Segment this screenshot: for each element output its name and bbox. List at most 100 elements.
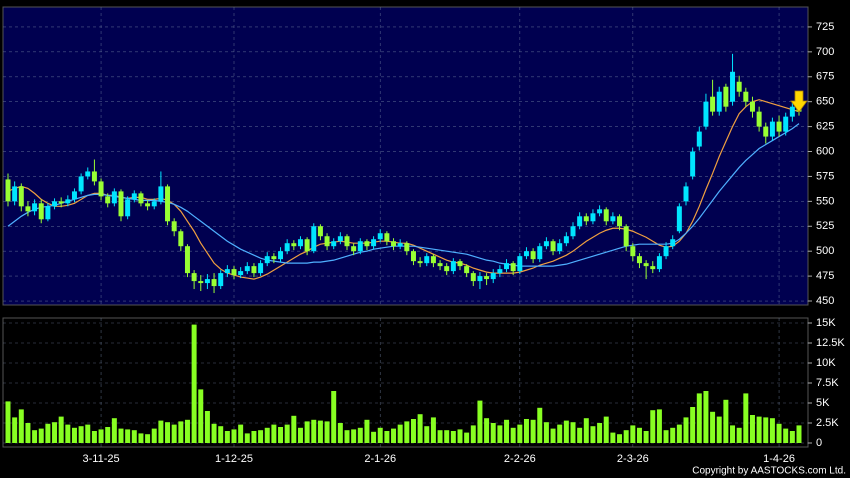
volume-bar (231, 429, 237, 443)
volume-bar (58, 416, 64, 443)
volume-bar (590, 426, 596, 443)
candle-body (670, 239, 676, 247)
candle-body (364, 241, 370, 247)
candle-body (457, 261, 463, 267)
volume-bar (623, 430, 629, 443)
candle-body (178, 231, 184, 247)
volume-bar (105, 427, 111, 443)
volume-bar (437, 430, 443, 443)
volume-bar (410, 419, 416, 443)
candle-body (444, 266, 450, 272)
volume-bar (377, 427, 383, 443)
volume-bar (264, 427, 270, 443)
y-tick-label: 5K (816, 397, 830, 409)
candle-body (351, 246, 357, 252)
candle-body (550, 241, 556, 252)
candle-body (623, 226, 629, 247)
volume-bar (45, 423, 51, 443)
volume-bar (710, 411, 716, 443)
volume-bar (38, 428, 44, 443)
candle-body (749, 101, 755, 112)
y-tick-label: 450 (816, 295, 834, 307)
candle-body (789, 106, 795, 117)
candle-body (384, 233, 390, 242)
candle-body (45, 206, 51, 220)
volume-bar (5, 401, 11, 443)
candle-body (151, 201, 157, 207)
candle-body (32, 203, 38, 212)
candle-body (211, 279, 217, 287)
candle-body (231, 269, 237, 276)
candle-body (71, 191, 77, 200)
volume-bar (284, 424, 290, 443)
candle-body (131, 193, 137, 200)
candle-body (244, 266, 250, 272)
volume-bar (490, 423, 496, 443)
candle-body (118, 191, 124, 217)
y-tick-label: 600 (816, 145, 834, 157)
volume-bar (630, 425, 636, 443)
y-tick-label: 625 (816, 121, 834, 133)
volume-bar (337, 423, 343, 443)
candle-body (165, 186, 171, 222)
volume-bar (730, 425, 736, 443)
candle-body (610, 216, 616, 222)
candle-body (504, 263, 510, 270)
candle-body (284, 243, 290, 252)
candle-body (424, 256, 430, 264)
volume-bar (364, 419, 370, 443)
y-tick-label: 525 (816, 220, 834, 232)
volume-bar (331, 391, 337, 443)
candle-body (278, 251, 284, 260)
candle-body (344, 236, 350, 247)
volume-bar (65, 424, 71, 443)
candle-body (776, 121, 782, 132)
volume-bar (304, 421, 310, 443)
candle-body (410, 251, 416, 262)
volume-bar (756, 416, 762, 443)
candle-body (337, 236, 343, 242)
price-panel (2, 6, 809, 306)
volume-bar (125, 429, 131, 443)
volume-bar (676, 424, 682, 443)
candle-body (271, 256, 277, 260)
volume-bar (656, 409, 662, 443)
volume-bar (470, 425, 476, 443)
candle-body (397, 243, 403, 247)
volume-bar (297, 427, 303, 443)
volume-bar (98, 429, 104, 443)
candle-body (357, 241, 363, 252)
candle-body (450, 261, 456, 272)
volume-bar (52, 422, 58, 443)
candle-body (111, 191, 117, 204)
volume-bar (643, 431, 649, 443)
candle-body (251, 266, 257, 274)
volume-bar (91, 431, 97, 443)
volume-bar (111, 418, 117, 443)
candle-body (783, 116, 789, 132)
candle-body (723, 86, 729, 107)
candle-body (25, 206, 31, 212)
volume-bar (351, 429, 357, 443)
volume-bar (510, 427, 516, 443)
candle-body (430, 256, 436, 264)
candle-body (264, 256, 270, 264)
volume-bar (384, 431, 390, 443)
candle-body (58, 201, 64, 204)
volume-bar (25, 423, 31, 443)
volume-bar (610, 432, 616, 443)
candle-body (464, 266, 470, 274)
candle-body (676, 206, 682, 232)
candle-body (65, 199, 71, 204)
volume-bar (198, 389, 204, 443)
volume-bar (178, 421, 184, 443)
candle-body (510, 263, 516, 272)
x-tick-label: 2-3-26 (617, 453, 649, 465)
volume-bar (723, 399, 729, 443)
copyright: Copyright by AASTOCKS.com Ltd. (692, 466, 846, 477)
candle-body (563, 236, 569, 244)
volume-bar (224, 431, 230, 443)
volume-bar (789, 431, 795, 443)
candle-body (311, 226, 317, 252)
candle-body (597, 209, 603, 214)
